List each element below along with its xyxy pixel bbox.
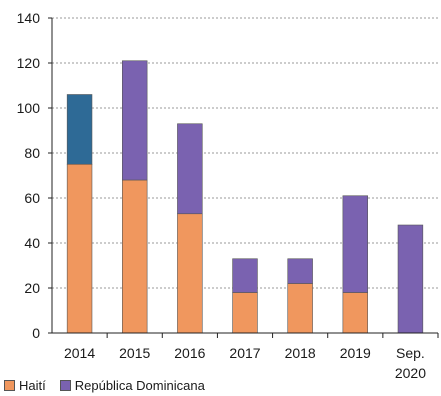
x-axis-ticks: 2014 2015 2016 2017 2018 2019 Sep. 2020 (64, 333, 439, 381)
y-tick-label: 140 (17, 10, 41, 26)
legend: Haití República Dominicana (4, 375, 219, 395)
y-tick-label: 100 (17, 100, 41, 116)
bar-2014-series-1 (66, 94, 93, 165)
legend-swatch-haiti (4, 379, 15, 391)
y-tick-label: 20 (24, 280, 40, 296)
bar-2014-series-0 (66, 163, 93, 334)
y-tick-label: 120 (17, 55, 41, 71)
legend-item-haiti: Haití (4, 378, 46, 393)
x-tick-label: 2019 (340, 345, 371, 361)
bar-2017-series-0 (232, 292, 258, 334)
bar-2017-series-1 (232, 258, 258, 293)
bar-2019-series-1 (342, 195, 368, 293)
bar-2019-series-0 (342, 292, 368, 334)
x-tick-label: 2014 (64, 345, 95, 361)
bar-2015-series-0 (122, 179, 148, 334)
legend-item-republica-dominicana: República Dominicana (59, 377, 205, 393)
bars (66, 60, 424, 334)
bar-2015-series-1 (122, 60, 148, 181)
y-tick-label: 40 (24, 235, 40, 251)
y-tick-label: 80 (24, 145, 40, 161)
x-tick-label: 2016 (174, 345, 205, 361)
x-tick-label: Sep. 2020 (395, 345, 426, 381)
y-tick-label: 0 (32, 325, 40, 341)
legend-swatch-republica-dominicana (59, 379, 71, 391)
bar-2018-series-0 (287, 283, 313, 334)
gridlines (52, 17, 438, 289)
y-axis-ticks: 0 20 40 60 80 100 120 140 (17, 10, 52, 341)
legend-label-republica-dominicana: República Dominicana (74, 377, 205, 393)
bar-2016-series-0 (177, 213, 203, 334)
bar-2018-series-1 (287, 258, 313, 284)
x-tick-label: 2017 (229, 345, 260, 361)
bar-2016-series-1 (177, 123, 203, 215)
x-tick-label: 2015 (119, 345, 150, 361)
x-tick-label: 2018 (285, 345, 316, 361)
bar-sep-2020-series-1 (397, 224, 424, 334)
legend-label-haiti: Haití (19, 377, 46, 393)
y-tick-label: 60 (24, 190, 40, 206)
